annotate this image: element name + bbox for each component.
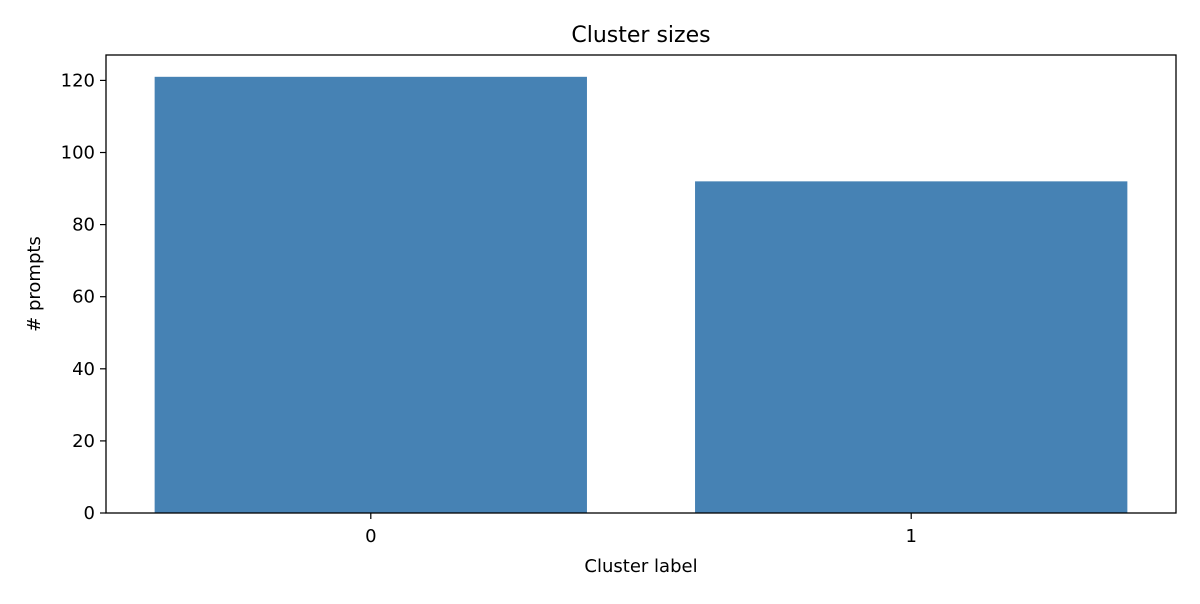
bar-1	[695, 181, 1128, 513]
x-axis-label: Cluster label	[584, 556, 697, 577]
chart-title: Cluster sizes	[571, 23, 710, 48]
y-tick-label: 60	[72, 287, 95, 308]
bar-0	[154, 76, 587, 514]
plot-frame	[105, 54, 1177, 514]
y-tick-label: 40	[72, 359, 95, 380]
x-tick-label: 1	[905, 526, 916, 547]
y-tick-label: 80	[72, 215, 95, 236]
x-tick-label: 0	[365, 526, 376, 547]
y-tick-label: 120	[61, 70, 95, 91]
y-tick-label: 20	[72, 431, 95, 452]
y-tick-label: 0	[84, 503, 95, 524]
y-axis-label: # prompts	[24, 236, 45, 332]
y-tick-label: 100	[61, 143, 95, 164]
